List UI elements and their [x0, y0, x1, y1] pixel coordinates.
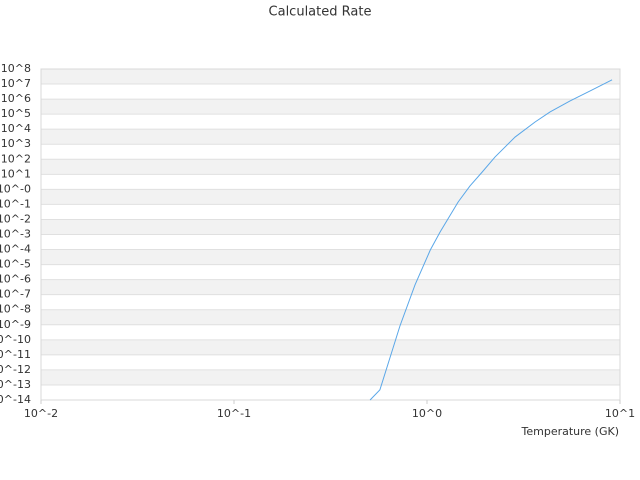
y-tick-label: 10^6: [1, 92, 31, 105]
y-tick-label: 10^-11: [0, 348, 31, 361]
grid-band: [41, 69, 620, 85]
y-tick-label: 10^-13: [0, 378, 31, 391]
grid-band: [41, 324, 620, 340]
grid-band: [41, 114, 620, 130]
grid-band: [41, 174, 620, 190]
grid-band: [41, 294, 620, 310]
y-tick-label: 10^-1: [0, 197, 31, 210]
y-tick-label: 10^4: [1, 122, 31, 135]
grid-band: [41, 84, 620, 100]
y-tick-label: 10^-0: [0, 182, 31, 195]
grid-band: [41, 99, 620, 115]
grid-band: [41, 129, 620, 145]
grid-band: [41, 279, 620, 295]
y-tick-label: 10^7: [1, 77, 31, 90]
grid-band: [41, 204, 620, 220]
x-tick-label: 10^-1: [217, 407, 251, 420]
x-tick-label: 10^1: [605, 407, 635, 420]
plot-frame: [40, 68, 621, 401]
grid-band: [41, 339, 620, 355]
grid-band: [41, 354, 620, 370]
grid-band: [41, 384, 620, 400]
y-tick-label: 10^-7: [0, 288, 31, 301]
y-tick-label: 10^-8: [0, 303, 31, 316]
data-line: [369, 79, 613, 401]
y-tick-label: 10^-4: [0, 243, 31, 256]
y-tick-label: 10^-6: [0, 273, 31, 286]
grid-band: [41, 144, 620, 160]
y-tick-label: 10^-5: [0, 258, 31, 271]
y-tick-label: 10^8: [1, 62, 31, 75]
grid-band: [41, 369, 620, 385]
y-tick-label: 10^-3: [0, 228, 31, 241]
grid-band: [41, 264, 620, 280]
grid-band: [41, 309, 620, 325]
grid-band: [41, 234, 620, 250]
y-tick-label: 10^-2: [0, 212, 31, 225]
y-tick-label: 10^1: [1, 167, 31, 180]
y-tick-label: 10^3: [1, 137, 31, 150]
y-tick-label: 10^-10: [0, 333, 31, 346]
y-tick-label: 10^2: [1, 152, 31, 165]
grid-band: [41, 249, 620, 265]
grid-band: [41, 159, 620, 175]
x-axis-label: Temperature (GK): [521, 425, 620, 438]
chart-title: Calculated Rate: [269, 5, 372, 20]
x-tick-label: 10^0: [412, 407, 442, 420]
y-tick-label: 10^5: [1, 107, 31, 120]
y-tick-label: 10^-14: [0, 393, 31, 406]
x-tick-label: 10^-2: [24, 407, 58, 420]
grid-band: [41, 219, 620, 235]
y-tick-label: 10^-12: [0, 363, 31, 376]
grid-band: [41, 189, 620, 205]
y-tick-label: 10^-9: [0, 318, 31, 331]
